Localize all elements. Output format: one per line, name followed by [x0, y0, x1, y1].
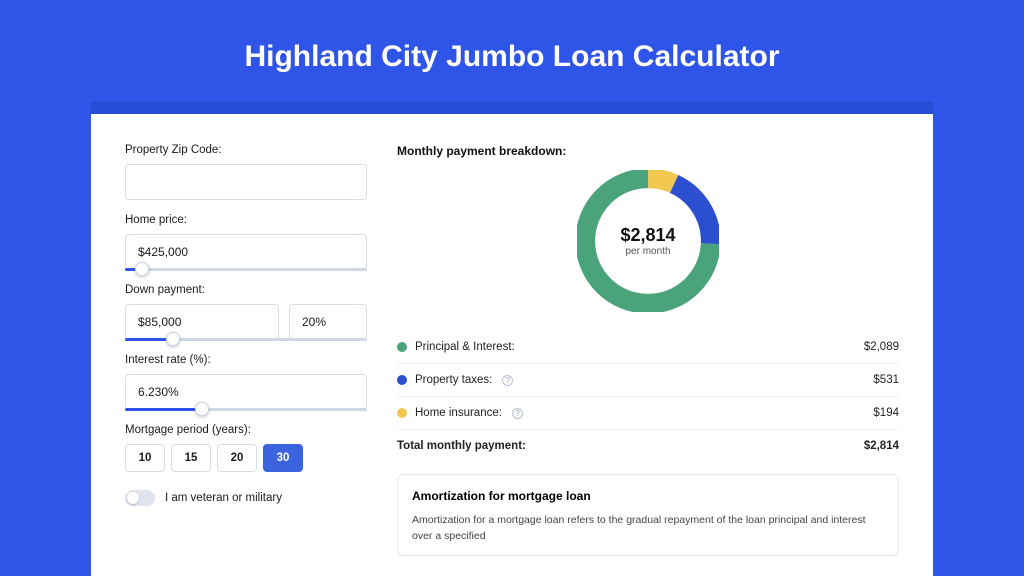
calculator-card: Property Zip Code: Home price: Down paym…: [91, 114, 933, 576]
legend-row-1: Property taxes:? $531: [397, 366, 899, 394]
amortization-card: Amortization for mortgage loan Amortizat…: [397, 474, 899, 556]
form-panel: Property Zip Code: Home price: Down paym…: [125, 144, 385, 556]
donut-wrap: $2,814 per month: [397, 170, 899, 312]
legend-dot: [397, 342, 407, 352]
home-price-input[interactable]: [125, 234, 367, 270]
period-label: Mortgage period (years):: [125, 424, 367, 436]
legend-row-2: Home insurance:? $194: [397, 399, 899, 427]
legend-row-0: Principal & Interest: $2,089: [397, 333, 899, 361]
divider: [397, 396, 899, 397]
legend-label: Home insurance:: [415, 407, 502, 419]
down-payment-row: [125, 304, 367, 340]
zip-input[interactable]: [125, 164, 367, 200]
veteran-toggle[interactable]: [125, 490, 155, 506]
slider-thumb[interactable]: [166, 332, 180, 346]
legend-value: $531: [873, 374, 899, 386]
breakdown-panel: Monthly payment breakdown: $2,814 per mo…: [385, 144, 899, 556]
slider-thumb[interactable]: [135, 262, 149, 276]
home-price-block: Home price:: [125, 214, 367, 270]
down-payment-input[interactable]: [125, 304, 279, 340]
veteran-row: I am veteran or military: [125, 490, 367, 506]
page-title: Highland City Jumbo Loan Calculator: [244, 40, 779, 74]
zip-label: Property Zip Code:: [125, 144, 367, 156]
home-price-label: Home price:: [125, 214, 367, 226]
interest-label: Interest rate (%):: [125, 354, 367, 366]
breakdown-title: Monthly payment breakdown:: [397, 144, 899, 158]
down-payment-label: Down payment:: [125, 284, 367, 296]
donut-center: $2,814 per month: [577, 170, 719, 312]
interest-block: Interest rate (%):: [125, 354, 367, 410]
info-icon[interactable]: ?: [512, 408, 523, 419]
divider: [397, 363, 899, 364]
legend-value: $194: [873, 407, 899, 419]
slider-thumb[interactable]: [195, 402, 209, 416]
legend-label: Principal & Interest:: [415, 341, 515, 353]
donut-sub: per month: [625, 246, 670, 257]
page-root: Highland City Jumbo Loan Calculator Prop…: [0, 0, 1024, 512]
legend-value: $2,089: [864, 341, 899, 353]
period-button-30[interactable]: 30: [263, 444, 303, 472]
period-block: Mortgage period (years): 10152030: [125, 424, 367, 472]
total-label: Total monthly payment:: [397, 440, 526, 452]
divider: [397, 429, 899, 430]
interest-input[interactable]: [125, 374, 367, 410]
down-payment-pct-input[interactable]: [289, 304, 367, 340]
legend-total-row: Total monthly payment: $2,814: [397, 432, 899, 460]
total-value: $2,814: [864, 440, 899, 452]
zip-block: Property Zip Code:: [125, 144, 367, 200]
down-payment-block: Down payment:: [125, 284, 367, 340]
info-icon[interactable]: ?: [502, 375, 513, 386]
period-button-15[interactable]: 15: [171, 444, 211, 472]
amortization-text: Amortization for a mortgage loan refers …: [412, 513, 884, 545]
legend-label: Property taxes:: [415, 374, 492, 386]
legend-dot: [397, 408, 407, 418]
slider-track: [125, 268, 367, 271]
card-shadow-header: Property Zip Code: Home price: Down paym…: [91, 102, 933, 576]
amortization-title: Amortization for mortgage loan: [412, 489, 884, 503]
veteran-label: I am veteran or military: [165, 492, 282, 504]
switch-knob: [127, 492, 139, 504]
period-button-10[interactable]: 10: [125, 444, 165, 472]
legend-dot: [397, 375, 407, 385]
donut-amount: $2,814: [620, 225, 675, 246]
period-button-20[interactable]: 20: [217, 444, 257, 472]
legend: Principal & Interest: $2,089 Property taxe…: [397, 332, 899, 427]
slider-fill: [125, 408, 202, 411]
period-options: 10152030: [125, 444, 367, 472]
donut-chart: $2,814 per month: [577, 170, 719, 312]
